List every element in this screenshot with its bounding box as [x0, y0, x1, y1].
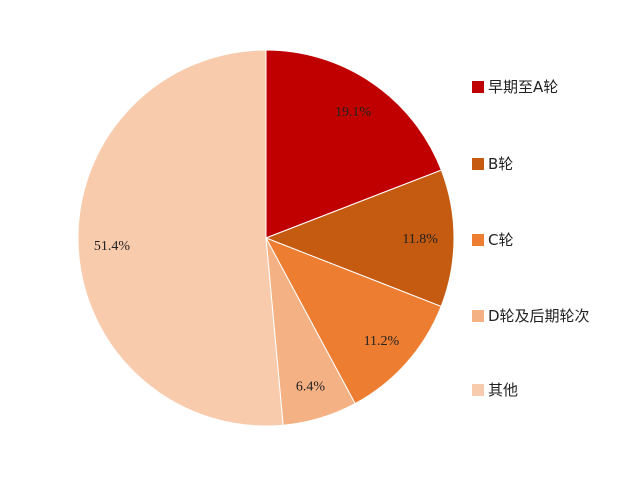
legend-swatch	[472, 233, 484, 246]
legend-label: B轮	[488, 155, 514, 173]
data-label: 19.1%	[335, 105, 372, 120]
pie-slice-0	[265, 49, 442, 239]
data-label: 6.4%	[296, 380, 326, 395]
data-label: 11.2%	[364, 334, 400, 349]
legend-label: D轮及后期轮次	[488, 307, 590, 325]
legend-label: 早期至A轮	[488, 78, 559, 96]
pie-slice-4	[77, 49, 284, 427]
legend-label: 其他	[488, 381, 519, 399]
data-label: 11.8%	[402, 232, 438, 247]
legend-swatch	[472, 309, 484, 322]
legend-swatch	[472, 383, 484, 396]
legend-swatch	[472, 80, 484, 93]
data-label: 51.4%	[94, 239, 131, 254]
pie-slice-2	[264, 237, 442, 405]
legend-label: C轮	[488, 231, 514, 249]
pie-slice-1	[264, 169, 455, 308]
legend-swatch	[472, 157, 484, 170]
legend-item: D轮及后期轮次	[472, 305, 590, 326]
legend-item: 早期至A轮	[472, 76, 558, 97]
legend-item: C轮	[472, 229, 513, 250]
legend-item: 其他	[472, 379, 518, 400]
legend-item: B轮	[472, 153, 513, 174]
